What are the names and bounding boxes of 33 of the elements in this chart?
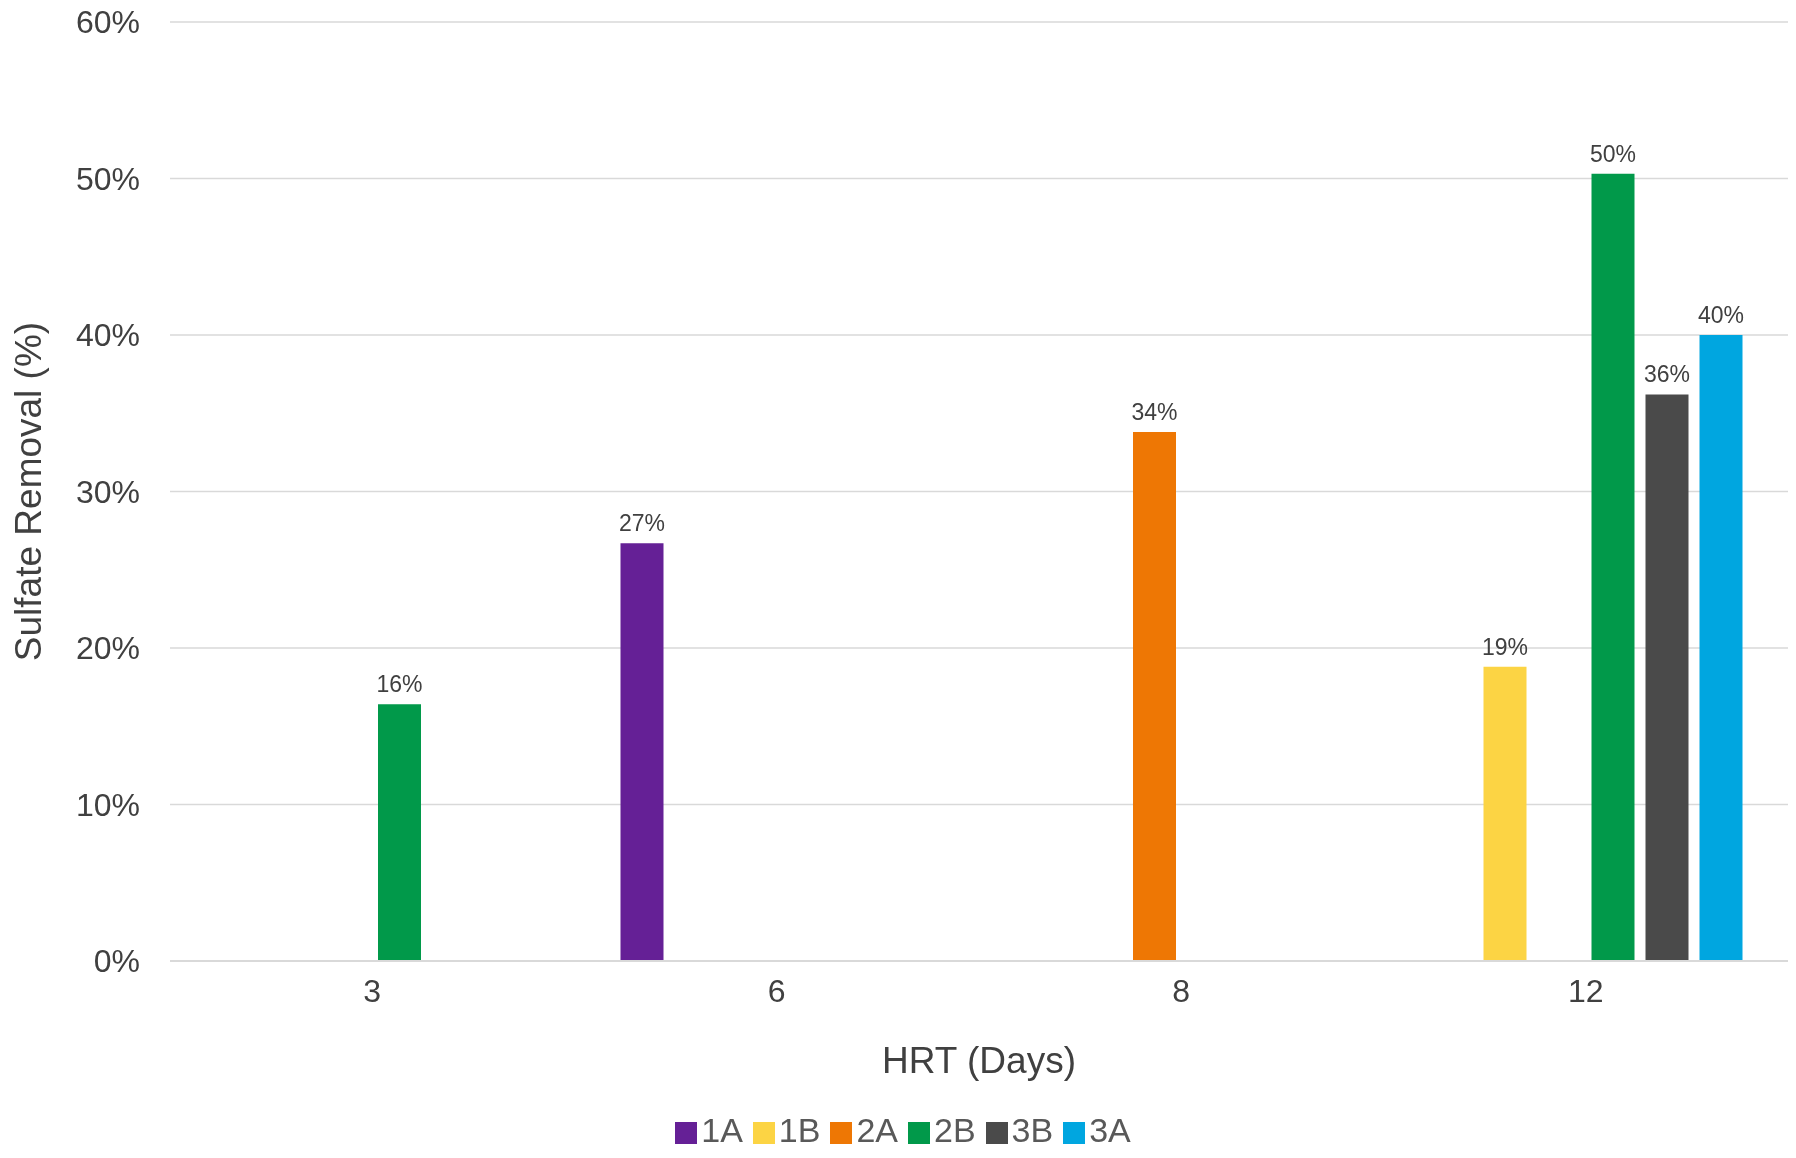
data-label: 34%	[1131, 399, 1178, 426]
bar	[1133, 432, 1176, 961]
bar	[1483, 666, 1527, 961]
y-tick-label: 20%	[75, 630, 140, 667]
data-label: 27%	[618, 510, 666, 537]
data-label: 40%	[1697, 302, 1745, 328]
legend-label: 2A	[856, 1111, 898, 1149]
legend-label: 2B	[934, 1111, 976, 1149]
bar	[1699, 335, 1743, 961]
x-tick-label: 12	[1567, 972, 1604, 1009]
legend-label: 3A	[1089, 1111, 1131, 1149]
bar	[1645, 394, 1689, 961]
legend-label: 1A	[701, 1111, 743, 1149]
legend-label: 3B	[1011, 1111, 1054, 1149]
bar	[378, 704, 421, 961]
x-tick-label: 6	[767, 972, 786, 1009]
data-label: 19%	[1481, 633, 1529, 660]
y-tick-label: 40%	[75, 317, 140, 354]
y-tick-label: 50%	[75, 160, 140, 197]
x-axis-title: HRT (Days)	[882, 1040, 1076, 1081]
data-label: 36%	[1643, 361, 1691, 388]
legend-label: 1B	[778, 1111, 821, 1149]
y-tick-label: 30%	[75, 473, 140, 510]
x-tick-label: 8	[1172, 972, 1191, 1009]
bar	[620, 543, 664, 961]
bar	[1591, 173, 1635, 961]
y-tick-label: 10%	[75, 786, 140, 823]
y-tick-label: 60%	[75, 4, 140, 41]
data-label: 16%	[376, 671, 423, 698]
y-axis-title: Sulfate Removal (%)	[8, 321, 50, 662]
x-tick-label: 3	[363, 972, 382, 1009]
y-tick-label: 0%	[93, 943, 140, 980]
data-label: 50%	[1589, 140, 1637, 167]
